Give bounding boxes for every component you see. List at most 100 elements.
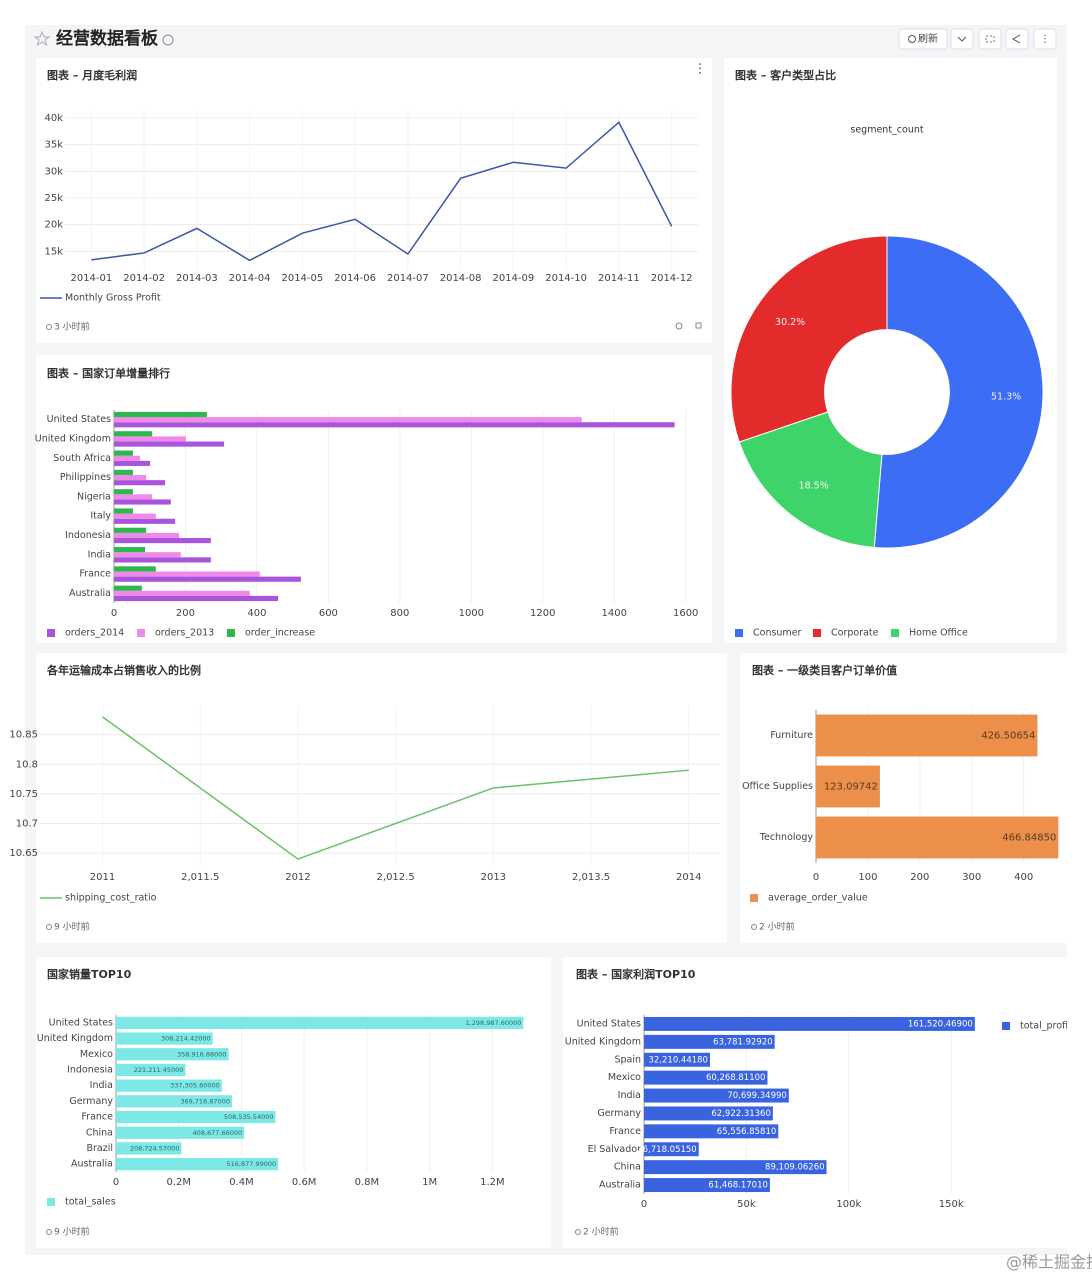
- legend-swatch: [1002, 1022, 1010, 1030]
- x-tick-label: 200: [176, 608, 195, 619]
- panel: [36, 653, 727, 943]
- x-tick-label: 0.2M: [166, 1177, 191, 1188]
- pie-slice: [873, 235, 1044, 549]
- watermark: @稀土掘金技术社区: [1006, 1253, 1092, 1272]
- refresh-button[interactable]: [898, 28, 948, 50]
- bar: [116, 1126, 245, 1139]
- y-tick-label: Australia: [599, 1180, 641, 1191]
- y-tick-label: United States: [577, 1018, 641, 1029]
- bar: [116, 1110, 276, 1124]
- y-tick-label: Nigeria: [77, 491, 111, 502]
- value-label: 65,556.85810: [717, 1127, 776, 1137]
- x-tick-label: 100k: [836, 1199, 861, 1210]
- bar: [114, 411, 207, 418]
- footer-time: 3 小时前: [54, 321, 90, 333]
- value-label: 123.09742: [824, 782, 878, 793]
- y-tick-label: Technology: [759, 832, 814, 843]
- x-tick-label: 2014-04: [229, 273, 271, 284]
- bar: [644, 1160, 827, 1175]
- x-tick-label: 0.4M: [229, 1177, 254, 1188]
- x-tick-label: 2014-05: [281, 273, 323, 284]
- bar: [644, 1106, 773, 1121]
- value-label: 308,214.42000: [161, 1035, 211, 1043]
- share-button[interactable]: [1005, 28, 1029, 50]
- settings-icon[interactable]: [162, 34, 174, 46]
- panel-expand-icon[interactable]: [695, 322, 702, 329]
- y-tick-label: India: [90, 1080, 113, 1091]
- y-tick-label: India: [88, 549, 111, 560]
- x-tick-label: 1M: [422, 1177, 437, 1188]
- legend-swatch: [891, 629, 899, 637]
- slice-label: 51.3%: [991, 391, 1021, 402]
- footer-refresh-icon: [46, 1229, 52, 1235]
- footer-time: 2 小时前: [583, 1226, 619, 1238]
- footer-refresh-icon: [46, 924, 52, 930]
- y-tick-label: India: [618, 1090, 641, 1101]
- panel-title: 图表 – 国家订单增量排行: [47, 366, 170, 380]
- bar: [114, 595, 279, 602]
- y-tick-label: China: [86, 1127, 113, 1138]
- y-tick-label: 10.8: [16, 759, 38, 770]
- panel-title: 图表 – 国家利润TOP10: [576, 967, 696, 981]
- x-tick-label: 1000: [459, 608, 484, 619]
- y-tick-label: Philippines: [60, 472, 111, 483]
- y-tick-label: France: [79, 569, 111, 580]
- x-tick-label: 100: [858, 872, 877, 883]
- star-icon[interactable]: [33, 30, 51, 47]
- fullscreen-button[interactable]: [978, 28, 1002, 50]
- bar: [114, 455, 141, 461]
- bar: [114, 518, 176, 524]
- y-tick-label: 15k: [44, 246, 63, 257]
- legend-swatch: [735, 629, 743, 637]
- x-tick-label: 1400: [602, 608, 627, 619]
- pie-slice: [730, 235, 888, 443]
- x-tick-label: 2013: [481, 872, 506, 883]
- value-label: 1,298,987.60000: [466, 1019, 522, 1027]
- line-series: [102, 716, 689, 860]
- bar: [114, 532, 180, 539]
- bar: [114, 527, 147, 533]
- legend-label: total_sales: [65, 1197, 116, 1208]
- y-tick-label: Germany: [69, 1096, 113, 1107]
- y-tick-label: United Kingdom: [37, 1033, 113, 1044]
- bar: [114, 441, 225, 447]
- legend-swatch: [47, 629, 55, 637]
- value-label: 466.84850: [1002, 833, 1056, 844]
- panel-refresh-icon[interactable]: [675, 322, 683, 330]
- panel: [563, 957, 1067, 1248]
- x-tick-label: 2011: [90, 872, 115, 883]
- value-label: 426.50654: [981, 731, 1035, 742]
- value-label: 70,699.34990: [727, 1091, 786, 1101]
- legend-swatch: [813, 629, 821, 637]
- bar: [816, 765, 880, 808]
- x-tick-label: 2,011.5: [181, 872, 219, 883]
- bar: [114, 585, 142, 591]
- x-tick-label: 2014-07: [387, 273, 429, 284]
- y-tick-label: Australia: [71, 1159, 113, 1170]
- panel-title: 图表 – 客户类型占比: [735, 68, 836, 82]
- bar: [114, 417, 582, 423]
- y-tick-label: Mexico: [608, 1072, 641, 1083]
- footer-refresh-icon: [751, 924, 757, 930]
- legend-label: order_increase: [245, 628, 315, 639]
- bar: [644, 1142, 699, 1157]
- bar: [116, 1032, 213, 1045]
- bar: [114, 547, 146, 553]
- y-tick-label: Mexico: [80, 1049, 113, 1060]
- dropdown-button[interactable]: [950, 28, 974, 50]
- pie-slice: [738, 411, 883, 549]
- bar: [114, 557, 211, 563]
- footer-refresh-icon: [46, 324, 52, 330]
- bar: [116, 1063, 186, 1077]
- legend-swatch: [227, 629, 235, 637]
- bar: [114, 489, 133, 495]
- panel-menu[interactable]: ⋮: [694, 62, 707, 77]
- more-button[interactable]: [1033, 28, 1057, 50]
- y-tick-label: Germany: [597, 1108, 641, 1119]
- bar: [114, 538, 211, 544]
- bar: [114, 499, 171, 505]
- slice-label: 18.5%: [799, 480, 829, 491]
- value-label: 26,718.05150: [637, 1145, 696, 1155]
